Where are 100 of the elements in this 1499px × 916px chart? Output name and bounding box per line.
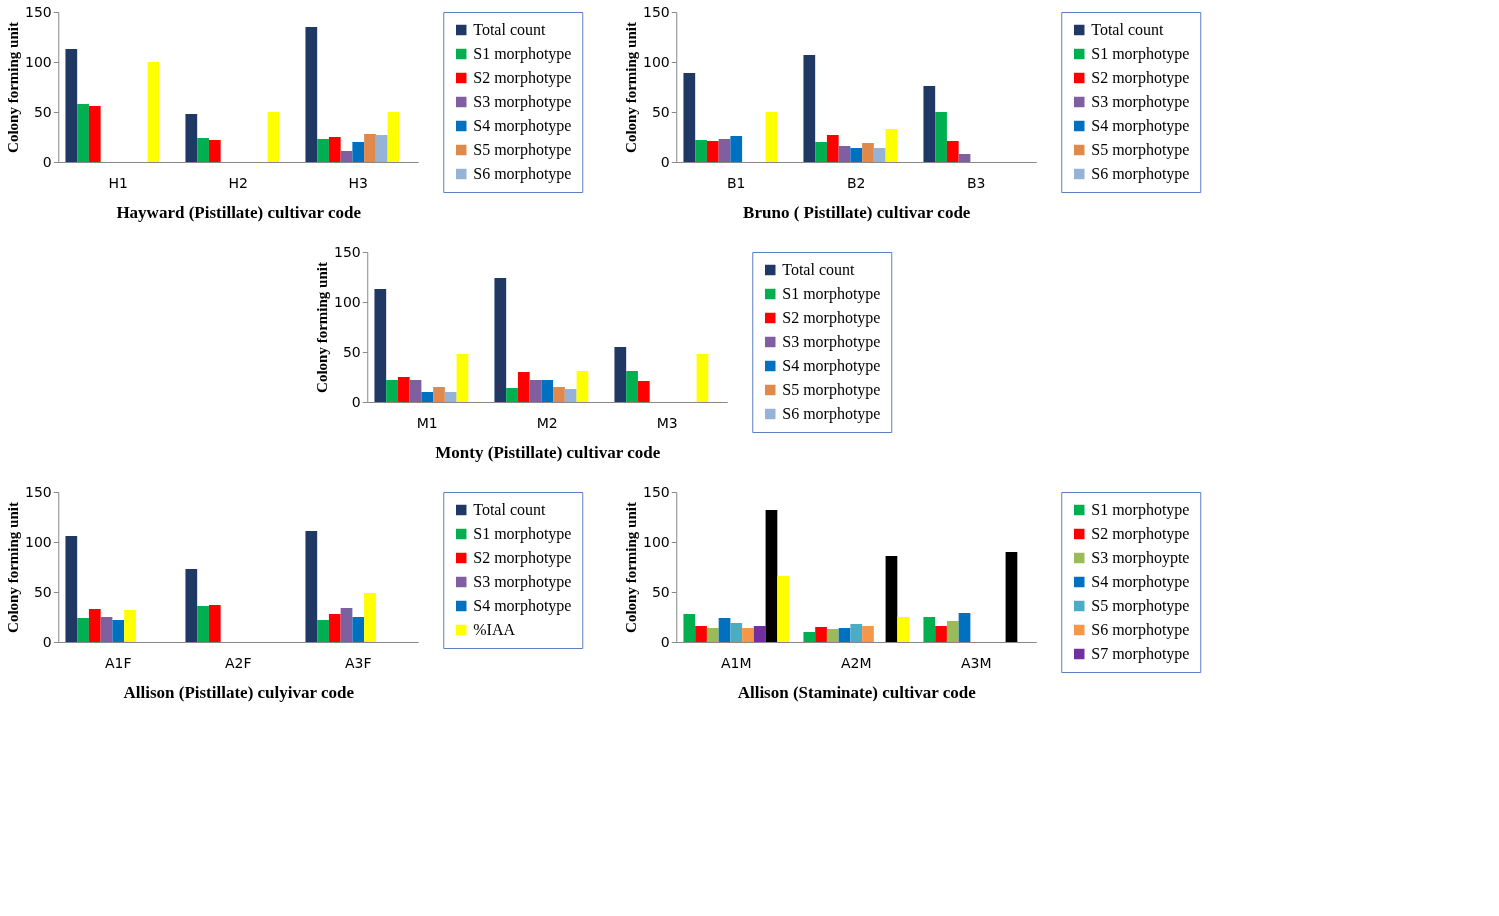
- y-tick-label: 0: [42, 153, 52, 170]
- legend-label: S4 morphotype: [473, 597, 572, 615]
- legend-label: Total count: [782, 261, 855, 278]
- legend-label: S6 morphotype: [473, 165, 572, 183]
- bar: [706, 141, 719, 162]
- bar: [340, 608, 353, 642]
- legend-label: S1 morphotype: [782, 285, 881, 303]
- y-tick-label: 100: [643, 533, 670, 550]
- bar: [374, 289, 387, 402]
- bar: [838, 146, 851, 162]
- legend-label: %IAA: [473, 621, 516, 638]
- y-tick-label: 150: [334, 243, 361, 260]
- bar: [305, 531, 318, 642]
- bar: [897, 617, 910, 642]
- legend-label: S5 morphotype: [473, 141, 572, 159]
- bar: [185, 569, 198, 642]
- bar: [409, 380, 422, 402]
- bar: [564, 389, 577, 402]
- legend-label: S1 morphotype: [473, 525, 572, 543]
- bar: [517, 372, 530, 402]
- bar: [328, 614, 341, 642]
- bar: [317, 620, 329, 642]
- legend-label: S1 morphotype: [1091, 45, 1190, 63]
- x-tick-label: A3F: [344, 654, 372, 671]
- legend-label: S4 morphotype: [1091, 117, 1190, 135]
- x-tick-label: H3: [348, 174, 368, 191]
- bar: [364, 134, 376, 162]
- bar: [88, 609, 101, 642]
- bar: [506, 388, 518, 402]
- bar: [421, 392, 434, 402]
- bar: [529, 380, 542, 402]
- x-axis-title: Hayward (Pistillate) cultivar code: [116, 202, 362, 222]
- bar: [765, 510, 778, 642]
- y-axis-title: Colony forming unit: [5, 502, 22, 633]
- bar: [803, 55, 816, 162]
- y-tick-label: 0: [660, 633, 670, 650]
- bar: [695, 626, 707, 642]
- x-tick-label: B2: [846, 174, 866, 191]
- legend-label: S3 morphotype: [473, 93, 572, 111]
- x-tick-label: A1F: [104, 654, 132, 671]
- bar: [340, 151, 353, 162]
- bar: [375, 135, 388, 162]
- bar: [1005, 552, 1018, 642]
- bar: [364, 593, 376, 642]
- bar: [935, 626, 947, 642]
- x-tick-label: M1: [416, 414, 438, 431]
- bar: [850, 624, 863, 642]
- bar: [718, 139, 731, 162]
- bar: [815, 142, 827, 162]
- bar: [147, 62, 160, 162]
- x-tick-label: A3M: [960, 654, 992, 671]
- bar: [946, 141, 959, 162]
- y-tick-label: 100: [643, 53, 670, 70]
- bar: [328, 137, 341, 162]
- bar: [112, 620, 125, 642]
- legend-label: S3 morphotype: [1091, 93, 1190, 111]
- x-tick-label: A1M: [720, 654, 752, 671]
- bar: [718, 618, 731, 642]
- bar: [862, 626, 874, 642]
- y-tick-label: 0: [42, 633, 52, 650]
- bar: [850, 148, 863, 162]
- legend-label: Total count: [1091, 21, 1164, 38]
- bar: [885, 556, 898, 642]
- bar: [826, 135, 839, 162]
- bar: [494, 278, 507, 402]
- bar: [946, 621, 959, 642]
- x-tick-label: A2M: [840, 654, 872, 671]
- bar: [124, 610, 136, 642]
- bar: [935, 112, 947, 162]
- bar: [386, 380, 398, 402]
- bar: [958, 154, 971, 162]
- bar: [695, 140, 707, 162]
- bar: [706, 628, 719, 642]
- legend-label: S3 morphotype: [782, 333, 881, 351]
- bar: [626, 371, 638, 402]
- bar: [765, 112, 778, 162]
- bar: [826, 629, 839, 642]
- y-tick-label: 50: [651, 103, 670, 120]
- legend-label: S5 morphotype: [1091, 141, 1190, 159]
- x-tick-label: B1: [726, 174, 746, 191]
- bar: [683, 614, 696, 642]
- legend-label: S7 morphotype: [1091, 645, 1190, 663]
- bar: [65, 536, 78, 642]
- y-axis-title: Colony forming unit: [623, 502, 640, 633]
- x-axis-title: Monty (Pistillate) cultivar code: [435, 442, 661, 462]
- x-axis-title: Allison (Staminate) cultivar code: [737, 682, 977, 702]
- y-tick-label: 50: [651, 583, 670, 600]
- y-tick-label: 50: [33, 103, 52, 120]
- bar: [100, 617, 113, 642]
- bar: [197, 138, 209, 162]
- legend-label: S3 morphotype: [473, 573, 572, 591]
- x-axis-title: Bruno ( Pistillate) cultivar code: [743, 202, 971, 222]
- bar: [923, 86, 936, 162]
- bar: [305, 27, 318, 162]
- bar: [923, 617, 936, 642]
- bar: [614, 347, 627, 402]
- bar: [317, 139, 329, 162]
- legend-label: S1 morphotype: [1091, 501, 1190, 519]
- legend-label: S4 morphotype: [1091, 573, 1190, 591]
- bar: [637, 381, 650, 402]
